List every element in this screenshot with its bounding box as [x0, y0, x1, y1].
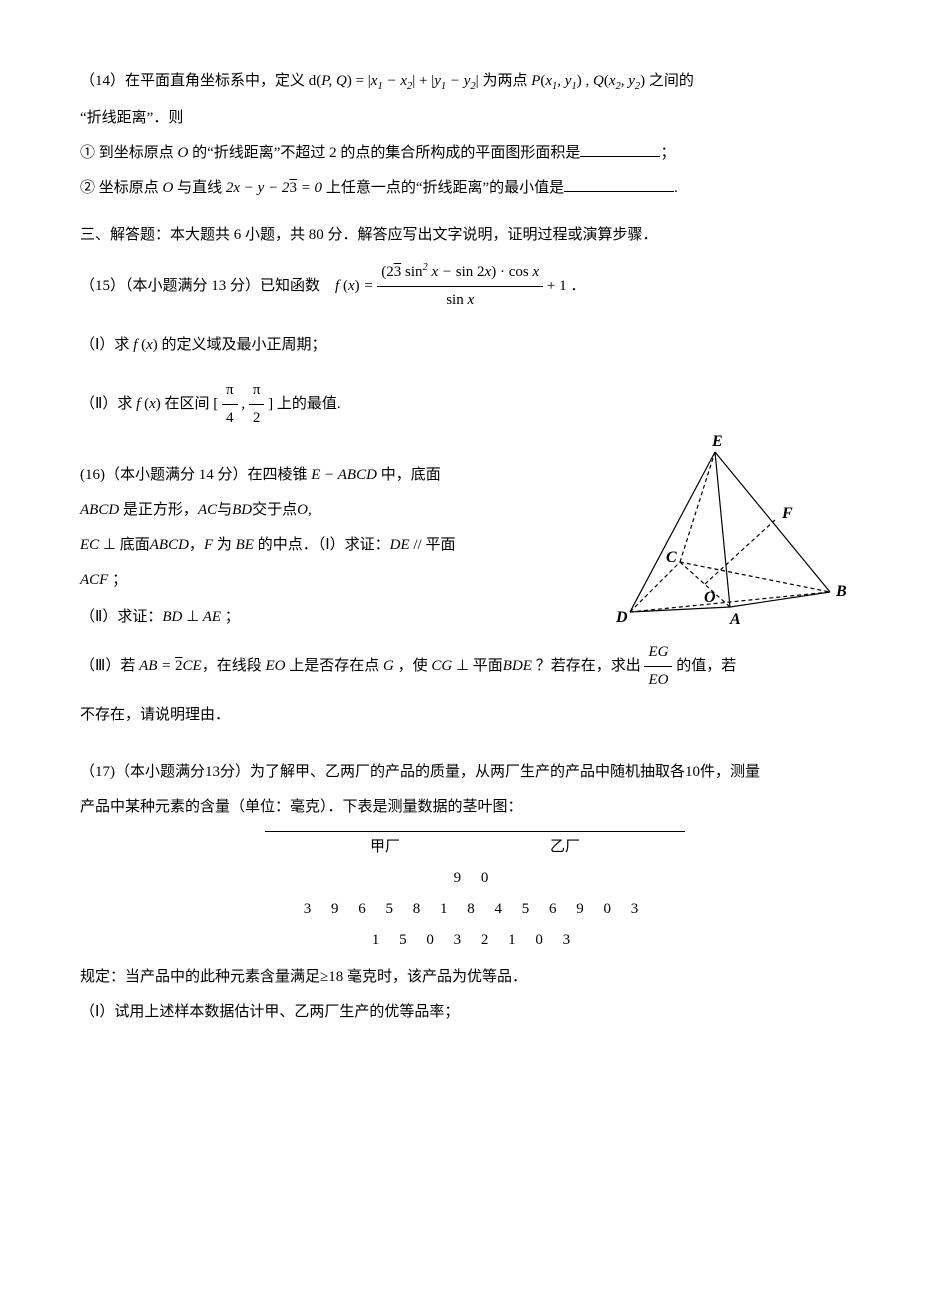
q15-p1-post: 的定义域及最小正周期； [162, 337, 327, 353]
stemleaf-row2: 3 9 6 5 8 1 8 4 5 6 9 0 3 [265, 896, 685, 923]
q15-p2-pre: （Ⅱ）求 [80, 396, 136, 412]
q14-sub1-pre: ① 到坐标原点 [80, 145, 178, 161]
q14-sub2-mid: 与直线 [173, 180, 226, 196]
section3-head: 三、解答题：本大题共 6 小题，共 80 分．解答应写出文字说明，证明过程或演算… [80, 222, 870, 249]
q14-tail: 之间的 [649, 73, 694, 89]
q14-sub1-semi: ； [660, 145, 675, 161]
edge-CB [680, 562, 830, 592]
q17-line3: 规定：当产品中的此种元素含量满足≥18 毫克时，该产品为优等品． [80, 964, 870, 991]
q17-line2: 产品中某种元素的含量（单位：毫克）．下表是测量数据的茎叶图： [80, 794, 870, 821]
q16-frac: EGEO [644, 639, 672, 694]
q16-line7: 不存在，请说明理由． [80, 702, 870, 729]
label-O: O [704, 589, 716, 606]
q14-sub1-post: 的“折线距离”不超过 2 的点的集合所构成的平面图形面积是 [188, 145, 580, 161]
q15-part1: （Ⅰ）求 f (x) 的定义域及最小正周期； [80, 332, 870, 359]
q15-p2-fx: f (x) [136, 396, 161, 412]
q15-pi4: π4 [222, 377, 238, 432]
blank-2 [564, 176, 674, 192]
stemleaf-row1: 9 0 [265, 865, 685, 892]
q16-line2: ABCD 是正方形，AC与BD交于点O, [80, 497, 640, 524]
q16-line1: (16)（本小题满分 14 分）在四棱锥 E − ABCD 中，底面 [80, 462, 640, 489]
q17-line1: （17)（本小题满分13分）为了解甲、乙两厂的产品的质量，从两厂生产的产品中随机… [80, 759, 870, 786]
header-right: 乙厂 [475, 834, 655, 861]
q15-comma: , [241, 396, 249, 412]
label-D: D [615, 609, 628, 626]
q15-p2-end: ] 上的最值. [268, 396, 341, 412]
label-B: B [835, 583, 847, 600]
q14-sub1-O: O [178, 145, 189, 161]
q15-head-end: ． [570, 278, 585, 294]
q15-p2-mid: 在区间 [ [164, 396, 218, 412]
q14-sub1: ① 到坐标原点 O 的“折线距离”不超过 2 的点的集合所构成的平面图形面积是 ； [80, 140, 870, 167]
q15-pi2: π2 [249, 377, 265, 432]
edge-DC [630, 562, 680, 612]
q15-part2: （Ⅱ）求 f (x) 在区间 [ π4 , π2 ] 上的最值. [80, 377, 870, 432]
q14-sub2-eq: 2x − y − 23 = 0 [226, 180, 322, 196]
q16-line4: ACF ； [80, 567, 640, 594]
q14-sub2-end: . [674, 180, 678, 196]
q14-sub2: ② 坐标原点 O 与直线 2x − y − 23 = 0 上任意一点的“折线距离… [80, 175, 870, 202]
label-F: F [781, 505, 793, 522]
q15-p1-fx: f (x) [133, 337, 158, 353]
pyramid-figure: E F B C O D A [600, 432, 850, 632]
q14-mid: 为两点 [482, 73, 527, 89]
edge-DE [630, 452, 715, 612]
q14-sub2-post: 上任意一点的“折线距离”的最小值是 [326, 180, 564, 196]
q15-formula: f (x) = (23 sin2 x − sin 2x) · cos x sin… [335, 259, 567, 314]
q14-formula: d(P, Q) = |x1 − x2| + |y1 − y2| [309, 73, 483, 89]
q15-head: （15）（本小题满分 13 分）已知函数 f (x) = (23 sin2 x … [80, 259, 870, 314]
q15-head-text: （15）（本小题满分 13 分）已知函数 [80, 278, 320, 294]
label-E: E [711, 433, 723, 450]
q16-wrap: E F B C O D A (16)（本小题满分 14 分）在四棱锥 E − A… [80, 462, 870, 594]
q16-line6: （Ⅲ）若 AB = 2CE，在线段 EO 上是否存在点 G ，使 CG ⊥ 平面… [80, 639, 870, 694]
q14-sub2-O: O [163, 180, 174, 196]
q14-line1: （14）在平面直角坐标系中，定义 d(P, Q) = |x1 − x2| + |… [80, 68, 870, 97]
q16-line3: EC ⊥ 底面ABCD，F 为 BE 的中点．（Ⅰ）求证：DE // 平面 [80, 532, 640, 559]
stemleaf-header: 甲厂乙厂 [265, 831, 685, 861]
stemleaf-row3: 1 5 0 3 2 1 0 3 [265, 927, 685, 954]
q15-p1-pre: （Ⅰ）求 [80, 337, 133, 353]
q17-line4: （Ⅰ）试用上述样本数据估计甲、乙两厂生产的优等品率； [80, 999, 870, 1026]
q14-label: （14）在平面直角坐标系中，定义 [80, 73, 305, 89]
header-left: 甲厂 [295, 834, 475, 861]
label-C: C [666, 549, 677, 566]
edge-OF [705, 520, 775, 584]
edge-AE [715, 452, 730, 607]
label-A: A [729, 611, 741, 628]
edge-DB-dash [630, 592, 830, 612]
q14-points: P(x1, y1) , Q(x2, y2) [531, 73, 649, 89]
blank-1 [580, 141, 660, 157]
q14-line2: “折线距离”．则 [80, 105, 870, 132]
q16-l6-post: 的值，若 [676, 658, 736, 674]
stemleaf-table: 甲厂乙厂 9 0 3 9 6 5 8 1 8 4 5 6 9 0 3 1 5 0… [265, 831, 685, 954]
q14-sub2-pre: ② 坐标原点 [80, 180, 163, 196]
